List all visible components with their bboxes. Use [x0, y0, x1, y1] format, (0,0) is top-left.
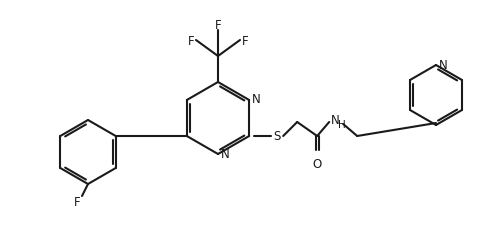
Text: N: N: [438, 59, 447, 72]
Text: N: N: [252, 92, 261, 105]
Text: F: F: [241, 35, 248, 47]
Text: F: F: [215, 18, 221, 32]
Text: F: F: [74, 196, 80, 210]
Text: N: N: [331, 114, 340, 127]
Text: H: H: [338, 120, 346, 130]
Text: F: F: [188, 35, 194, 47]
Text: S: S: [274, 129, 281, 142]
Text: O: O: [313, 159, 322, 172]
Text: N: N: [220, 149, 229, 161]
